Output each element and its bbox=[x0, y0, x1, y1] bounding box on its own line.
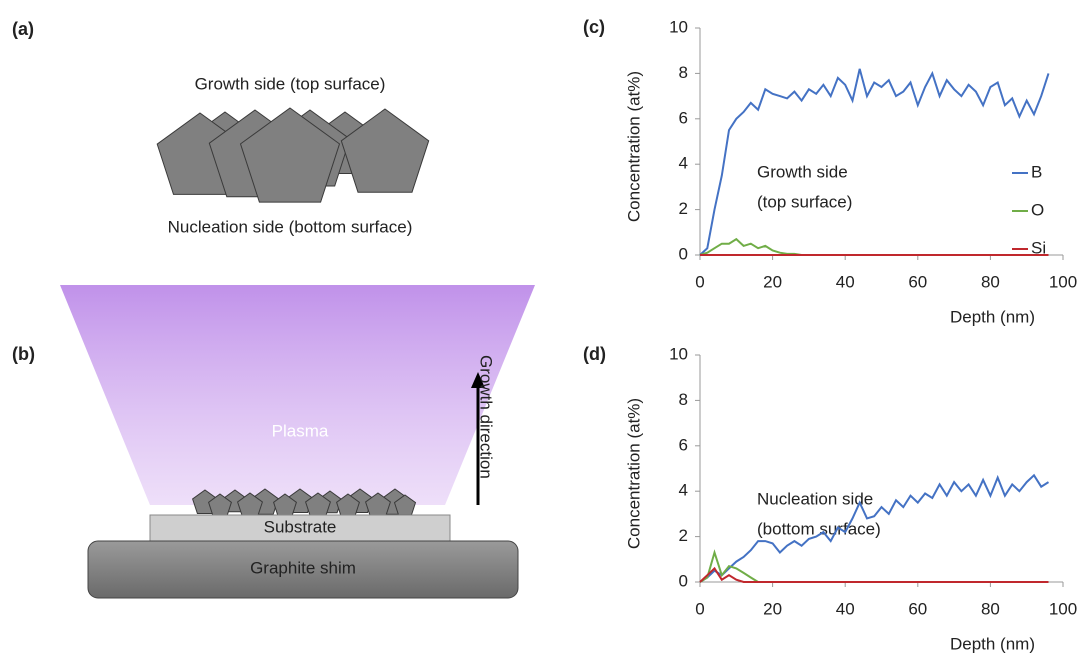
grain bbox=[340, 108, 430, 193]
y-tick-label: 10 bbox=[669, 344, 688, 363]
grain bbox=[239, 107, 341, 203]
x-tick-label: 60 bbox=[908, 272, 927, 291]
data-line bbox=[699, 237, 1049, 256]
x-axis-label: Depth (nm) bbox=[950, 634, 1035, 653]
panel-label: (a) bbox=[12, 19, 34, 39]
x-tick-label: 40 bbox=[836, 599, 855, 618]
y-tick-label: 8 bbox=[679, 63, 688, 82]
y-tick-label: 0 bbox=[679, 244, 688, 263]
y-tick-label: 10 bbox=[669, 17, 688, 36]
x-tick-label: 80 bbox=[981, 599, 1000, 618]
substrate-label: Substrate bbox=[264, 517, 337, 536]
arrow-head bbox=[471, 372, 485, 388]
plasma-label: Plasma bbox=[272, 421, 329, 440]
x-tick-label: 100 bbox=[1049, 272, 1077, 291]
x-tick-label: 80 bbox=[981, 272, 1000, 291]
annotation: (top surface) bbox=[757, 192, 852, 211]
x-tick-label: 20 bbox=[763, 272, 782, 291]
arrow-label: Growth direction bbox=[477, 355, 496, 479]
grains bbox=[192, 488, 417, 517]
x-axis-label: Depth (nm) bbox=[950, 307, 1035, 326]
y-tick-label: 0 bbox=[679, 571, 688, 590]
x-tick-label: 40 bbox=[836, 272, 855, 291]
substrate bbox=[149, 514, 451, 542]
y-axis-label: Concentration (at%) bbox=[624, 71, 643, 222]
x-tick-label: 100 bbox=[1049, 599, 1077, 618]
y-tick-label: 6 bbox=[679, 435, 688, 454]
legend-label: O bbox=[1031, 200, 1044, 219]
diagram-label: Growth side (top surface) bbox=[195, 74, 386, 93]
plasma bbox=[60, 285, 535, 505]
x-tick-label: 0 bbox=[695, 272, 704, 291]
graphite-shim bbox=[87, 540, 519, 599]
y-tick-label: 2 bbox=[679, 199, 688, 218]
y-tick-label: 6 bbox=[679, 108, 688, 127]
data-line bbox=[699, 473, 1050, 583]
legend-label: B bbox=[1031, 162, 1042, 181]
diagram-label: Nucleation side (bottom surface) bbox=[168, 217, 413, 236]
panel-label: (c) bbox=[583, 17, 605, 37]
shim-label: Graphite shim bbox=[250, 558, 356, 577]
data-line bbox=[699, 549, 1049, 583]
annotation: Nucleation side bbox=[757, 489, 873, 508]
x-tick-label: 20 bbox=[763, 599, 782, 618]
panel-label: (b) bbox=[12, 344, 35, 364]
annotation: Growth side bbox=[757, 162, 848, 181]
x-tick-label: 60 bbox=[908, 599, 927, 618]
data-line bbox=[699, 68, 1050, 256]
y-tick-label: 8 bbox=[679, 390, 688, 409]
y-tick-label: 2 bbox=[679, 526, 688, 545]
y-tick-label: 4 bbox=[679, 154, 688, 173]
grains bbox=[156, 107, 430, 203]
legend-label: Si bbox=[1031, 238, 1046, 257]
y-axis-label: Concentration (at%) bbox=[624, 398, 643, 549]
data-line bbox=[699, 566, 1049, 583]
y-tick-label: 4 bbox=[679, 481, 688, 500]
x-tick-label: 0 bbox=[695, 599, 704, 618]
panel-label: (d) bbox=[583, 344, 606, 364]
